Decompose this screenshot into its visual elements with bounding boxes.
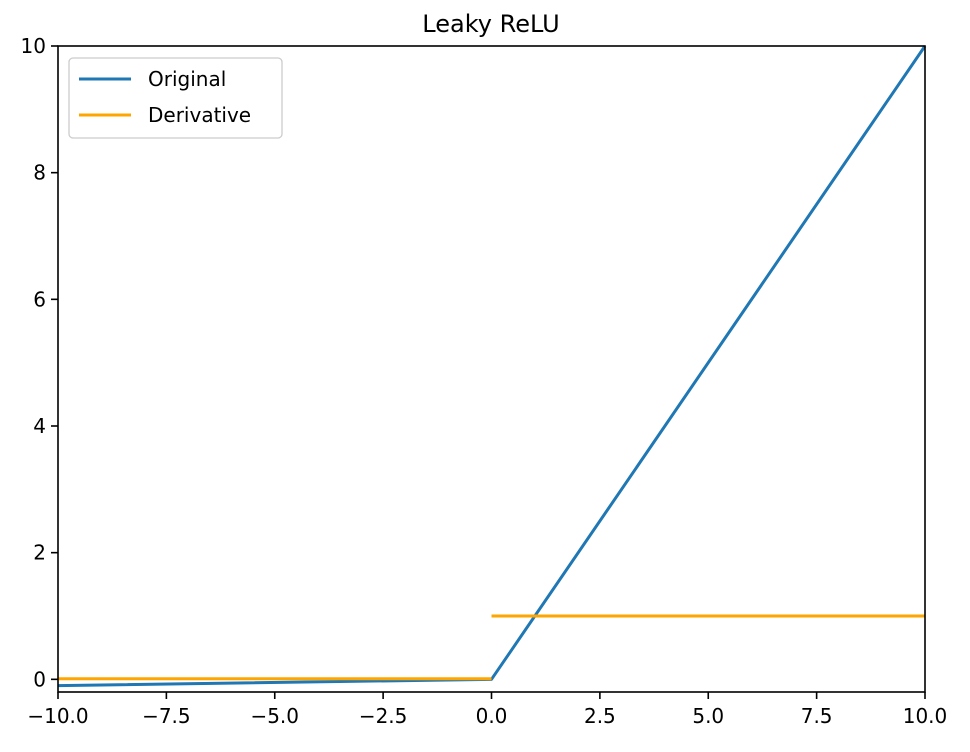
x-tick-label: 10.0 — [903, 704, 948, 728]
x-tick-label: −7.5 — [142, 704, 191, 728]
x-tick-label: 2.5 — [584, 704, 616, 728]
x-tick-label: 5.0 — [692, 704, 724, 728]
y-tick-label: 2 — [33, 541, 46, 565]
y-tick-label: 10 — [21, 34, 46, 58]
y-axis: 0 2 4 6 8 10 — [21, 34, 58, 691]
x-tick-label: −10.0 — [27, 704, 88, 728]
legend-label-original: Original — [148, 67, 226, 91]
x-axis: −10.0 −7.5 −5.0 −2.5 0.0 2.5 5.0 7.5 10.0 — [27, 692, 947, 728]
y-tick-label: 4 — [33, 414, 46, 438]
x-tick-label: 0.0 — [476, 704, 508, 728]
y-tick-label: 6 — [33, 287, 46, 311]
legend: Original Derivative — [68, 57, 283, 139]
x-tick-label: −2.5 — [359, 704, 408, 728]
chart-title: Leaky ReLU — [422, 10, 559, 38]
y-tick-label: 0 — [33, 667, 46, 691]
legend-label-derivative: Derivative — [148, 103, 251, 127]
x-tick-label: −5.0 — [250, 704, 299, 728]
y-tick-label: 8 — [33, 161, 46, 185]
series-derivative — [58, 614, 925, 681]
series-layer — [57, 45, 927, 688]
x-tick-label: 7.5 — [801, 704, 833, 728]
